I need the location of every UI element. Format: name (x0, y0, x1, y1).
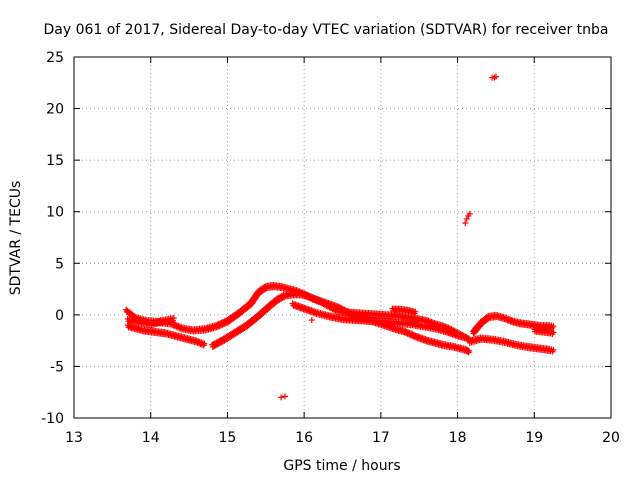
data-point (278, 394, 285, 401)
data-point (550, 346, 557, 353)
y-tick-label: 15 (46, 153, 64, 169)
x-tick-labels: 13 14 15 16 17 18 19 20 (65, 430, 620, 446)
data-point (308, 317, 315, 324)
grid (74, 57, 611, 418)
y-tick-label: -10 (41, 411, 64, 427)
x-tick-label: 16 (295, 430, 313, 446)
data-point (462, 220, 469, 227)
y-tick-labels: -10 -5 0 5 10 15 20 25 (41, 50, 64, 427)
data-point (550, 329, 557, 336)
x-tick-label: 14 (142, 430, 160, 446)
x-tick-label: 17 (372, 430, 390, 446)
x-tick-label: 13 (65, 430, 83, 446)
data-point (466, 347, 473, 354)
data-point (466, 210, 473, 217)
y-tick-label: 0 (55, 308, 64, 324)
data-point (201, 340, 208, 347)
axis-ticks (73, 56, 612, 419)
data-point (462, 333, 469, 340)
data-point (412, 308, 419, 315)
y-tick-label: 10 (46, 205, 64, 221)
y-tick-label: 20 (46, 102, 64, 118)
x-tick-label: 18 (449, 430, 467, 446)
y-tick-label: -5 (50, 359, 64, 375)
y-tick-label: 25 (46, 50, 64, 66)
data-point (463, 215, 470, 222)
data-point (550, 323, 557, 330)
x-tick-label: 15 (219, 430, 237, 446)
data-points (123, 73, 557, 401)
x-tick-label: 20 (602, 430, 620, 446)
plot-frame (73, 56, 612, 419)
x-axis-label: GPS time / hours (283, 458, 400, 474)
data-point (170, 314, 177, 321)
chart-title: Day 061 of 2017, Sidereal Day-to-day VTE… (43, 22, 608, 38)
y-tick-label: 5 (55, 256, 64, 272)
data-point (281, 393, 288, 400)
data-point (492, 73, 499, 80)
x-tick-label: 19 (525, 430, 543, 446)
y-axis-label: SDTVAR / TECUs (8, 181, 24, 296)
